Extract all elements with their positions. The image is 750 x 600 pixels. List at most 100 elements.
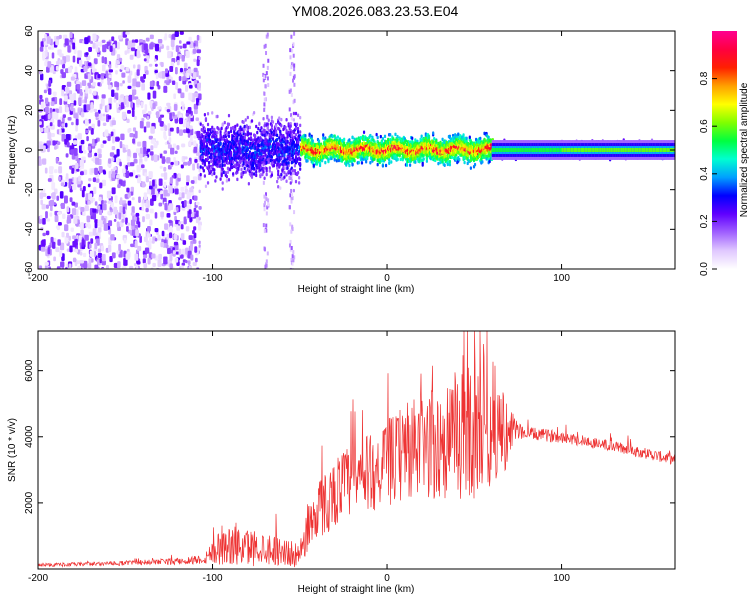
spectrogram-cell xyxy=(190,135,193,143)
spectrogram-cell xyxy=(39,265,43,269)
spectrogram-cell xyxy=(283,153,286,157)
spectrogram-cell xyxy=(104,130,109,137)
spectrogram-cell xyxy=(161,156,166,164)
spectrogram-cell xyxy=(111,120,116,126)
spectrogram-cell xyxy=(78,175,82,182)
spectrogram-cell xyxy=(277,169,280,174)
spectrogram-cell xyxy=(289,138,292,143)
spectrogram-cell xyxy=(227,131,231,135)
spectrogram-cell xyxy=(134,39,139,43)
spectrogram-cell xyxy=(160,193,164,200)
spectrogram-cell xyxy=(277,185,280,189)
spectrogram-cell xyxy=(193,67,198,73)
spectrogram-cell xyxy=(272,141,276,146)
spectrogram-cell xyxy=(175,219,179,225)
spectrogram-cell xyxy=(167,51,172,59)
spectrogram-cell xyxy=(142,258,146,264)
spectrogram-cell xyxy=(130,243,135,248)
spectrogram-cell xyxy=(283,170,286,175)
spectrogram-cell xyxy=(81,189,85,198)
spectrogram-cell xyxy=(131,109,135,118)
spectrogram-cell xyxy=(267,202,270,207)
spectrogram-cell xyxy=(280,156,283,161)
spectrogram-cell xyxy=(152,90,157,99)
spectrogram-cell xyxy=(211,172,214,177)
spectrogram-cell xyxy=(102,64,106,72)
spectrogram-cell xyxy=(93,186,97,195)
spectrogram-cell xyxy=(47,46,53,50)
spectrogram-cell xyxy=(291,254,294,259)
spectrogram-cell xyxy=(120,102,125,110)
spectrogram-cell xyxy=(328,137,331,141)
spectrogram-cell xyxy=(293,63,296,68)
spectrogram-cell xyxy=(298,181,301,185)
spectrogram-cell xyxy=(178,197,182,201)
spectrogram-cell xyxy=(126,187,130,193)
spectrogram-cell xyxy=(147,92,151,100)
spectrogram-cell xyxy=(419,137,422,142)
spectrogram-cell xyxy=(87,73,92,80)
spectrogram-cell xyxy=(125,31,130,35)
spectrogram-cell xyxy=(155,72,159,80)
spectrogram-cell xyxy=(64,224,69,232)
spectrogram-cell xyxy=(278,143,281,147)
spectrogram-cell xyxy=(47,114,51,120)
spectrogram-cell xyxy=(188,235,193,240)
spectrogram-cell xyxy=(62,213,66,219)
spectrogram-cell xyxy=(311,139,314,143)
spectrogram-cell xyxy=(194,246,198,253)
spectrogram-cell xyxy=(149,181,152,187)
spectrogram-cell xyxy=(198,101,201,106)
spectrogram-cell xyxy=(141,203,145,211)
spectrogram-cell xyxy=(188,209,192,215)
spectrogram-cell xyxy=(288,175,291,180)
spectrogram-cell xyxy=(222,170,225,175)
spectrogram-cell xyxy=(282,165,285,170)
spectrogram-cell xyxy=(171,80,176,86)
spectrogram-cell xyxy=(116,174,120,179)
spectrogram-cell xyxy=(166,213,171,218)
spectrogram-cell xyxy=(280,117,283,122)
spectrogram-cell xyxy=(236,135,239,140)
spectrogram-cell xyxy=(71,201,76,206)
spectrogram-cell xyxy=(206,111,210,116)
spectrogram-cell xyxy=(186,73,190,79)
spectrogram-cell xyxy=(167,247,171,255)
spectrogram-cell xyxy=(198,231,201,236)
spectrogram-cell xyxy=(286,166,289,170)
spectrogram-cell xyxy=(293,144,297,148)
spectrogram-cell xyxy=(242,162,245,166)
spectrogram-cell xyxy=(389,133,392,137)
spectrogram-cell xyxy=(213,140,216,145)
spectrogram-cell xyxy=(186,200,190,205)
spectrogram-cell xyxy=(262,72,265,77)
spectrogram-cell xyxy=(255,124,258,129)
spectrogram-cell xyxy=(137,177,142,184)
spectrogram-cell xyxy=(92,33,97,42)
spectrogram-cell xyxy=(60,202,65,209)
spectrogram-cell xyxy=(99,220,103,228)
spectrogram-cell xyxy=(333,158,336,162)
spectrogram-cell xyxy=(77,133,82,140)
spectrogram-cell xyxy=(86,104,91,111)
spectrogram-cell xyxy=(181,192,185,199)
spectrogram-cell xyxy=(46,140,51,146)
spectrogram-cell xyxy=(292,78,295,83)
spectrogram-cell xyxy=(198,189,201,194)
spectrogram-cell xyxy=(278,136,281,140)
spectrogram-cell xyxy=(135,148,141,154)
spectrogram-cell xyxy=(237,167,240,171)
spectrogram-cell xyxy=(206,127,210,132)
spectrogram-cell xyxy=(136,164,141,173)
spectrogram-cell xyxy=(92,90,97,96)
spectrogram-cell xyxy=(131,197,135,201)
spectrogram-cell xyxy=(55,225,60,229)
spectrogram-cell xyxy=(130,219,136,227)
spectrogram-cell xyxy=(292,140,295,144)
spectrogram-cell xyxy=(40,101,45,109)
spectrogram-cell xyxy=(264,264,267,269)
spectrogram-cell xyxy=(182,240,187,245)
spectrogram-cell xyxy=(192,71,197,79)
spectrogram-cell xyxy=(81,111,85,118)
spectrogram-cell xyxy=(214,130,217,135)
